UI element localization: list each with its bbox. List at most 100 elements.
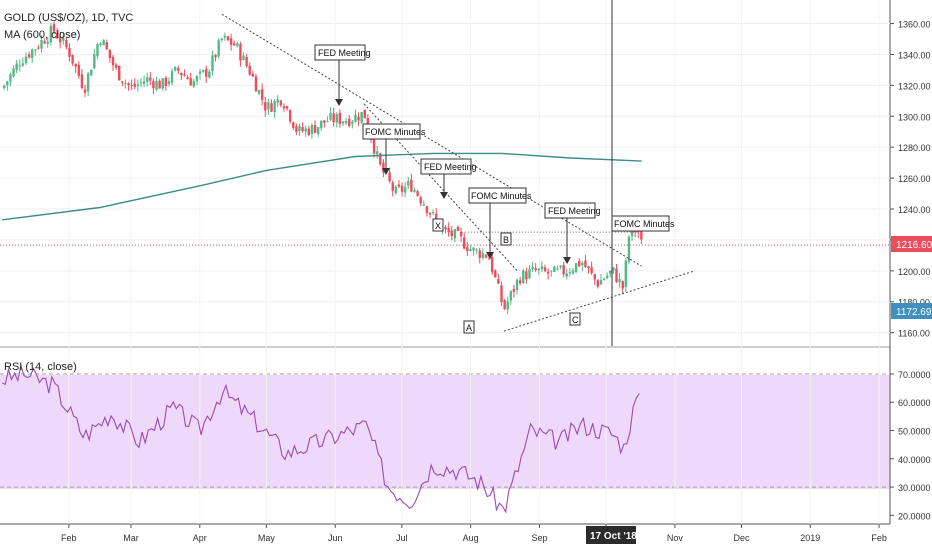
candle-body (285, 106, 289, 109)
candle-body (183, 75, 186, 77)
candle-body (173, 66, 177, 71)
candle-body (531, 266, 534, 270)
candle-body (472, 247, 475, 251)
candle-body (198, 71, 202, 74)
candle-body (459, 231, 463, 237)
candle-body (490, 257, 494, 273)
candle-body (394, 186, 398, 194)
candle-body (413, 189, 416, 192)
candle-body (515, 279, 519, 290)
candle-body (65, 39, 68, 48)
candle-body (553, 266, 556, 273)
candle-body (161, 78, 164, 89)
candle-body (114, 64, 118, 68)
annotation-fomc-minutes-1: FOMC Minutes (362, 123, 426, 175)
candle-body (621, 281, 624, 289)
candle-body (372, 139, 376, 154)
candle-body (90, 69, 93, 76)
last-price-text: 1216.60 (896, 240, 932, 251)
candle-body (351, 121, 354, 124)
candle-body (584, 260, 587, 268)
candle-body (264, 102, 267, 111)
candle-body (80, 74, 84, 88)
candle-body (428, 212, 432, 215)
rsi-tick-label: 70.0000 (898, 370, 931, 380)
price-tick-label: 1340.00 (898, 50, 931, 60)
candle-body (195, 76, 199, 82)
candle-body (77, 64, 81, 76)
candle-body (301, 127, 304, 132)
ma-value-badge: 1172.69 (891, 303, 932, 319)
time-tick-label: Aug (463, 533, 479, 543)
candle-body (447, 228, 450, 233)
candle-body (130, 85, 133, 87)
candle-body (487, 258, 491, 260)
candle-body (99, 43, 102, 45)
candle-body (494, 270, 497, 278)
candle-body (615, 268, 618, 283)
candle-body (83, 89, 87, 93)
time-tick-label: Feb (61, 533, 77, 543)
annotation-fomc-minutes-2: FOMC Minutes (468, 187, 532, 259)
candle-body (379, 153, 382, 165)
annotation-fomc-minutes-3: FOMC Minutes (611, 215, 675, 232)
candle-body (102, 40, 105, 46)
candle-body (518, 280, 522, 284)
annotation-label: FED Meeting (548, 206, 601, 216)
candle-body (273, 101, 276, 113)
candle-body (3, 85, 6, 89)
candle-body (288, 110, 292, 122)
candle-body (74, 63, 77, 67)
candle-body (341, 121, 345, 124)
candle-body (43, 41, 46, 44)
candle-body (49, 25, 53, 43)
candle-body (279, 100, 283, 106)
candle-body (86, 73, 90, 92)
candle-body (55, 32, 59, 39)
candle-body (239, 44, 242, 61)
time-tick-label: 2019 (800, 533, 820, 543)
candle-body (456, 226, 460, 231)
candle-body (323, 120, 326, 123)
candle-body (105, 42, 108, 50)
candle-body (506, 301, 509, 310)
candle-body (388, 172, 391, 182)
candle-body (587, 266, 590, 269)
wave-label-a: A (463, 320, 475, 334)
candle-body (71, 54, 74, 64)
candle-body (316, 127, 320, 134)
candle-body (27, 54, 31, 58)
candle-body (226, 36, 230, 41)
candle-body (217, 40, 220, 57)
candle-body (93, 54, 96, 69)
price-tick-label: 1200.00 (898, 267, 931, 277)
candle-body (220, 38, 223, 40)
candle-body (34, 49, 37, 51)
candle-body (124, 82, 127, 84)
candle-body (568, 272, 572, 274)
ma-600-line (2, 152, 642, 221)
candle-body (578, 261, 581, 267)
price-tick-label: 1280.00 (898, 143, 931, 153)
candle-body (37, 47, 40, 49)
candle-body (307, 128, 311, 135)
price-tick-label: 1260.00 (898, 174, 931, 184)
candle-body (326, 121, 329, 123)
candle-body (546, 271, 550, 274)
candle-body (9, 74, 12, 82)
candle-body (233, 43, 236, 46)
candle-body (525, 271, 528, 280)
wave-label-text: X (435, 221, 441, 231)
candle-body (180, 72, 183, 76)
rsi-tick-label: 50.0000 (898, 427, 931, 437)
candle-body (509, 290, 513, 301)
candle-body (512, 288, 516, 292)
price-tick-label: 1320.00 (898, 81, 931, 91)
candle-body (149, 77, 152, 81)
candle-body (497, 279, 500, 284)
candle-body (612, 267, 615, 271)
candle-body (229, 38, 233, 45)
candle-body (602, 278, 606, 280)
candle-body (223, 35, 227, 38)
